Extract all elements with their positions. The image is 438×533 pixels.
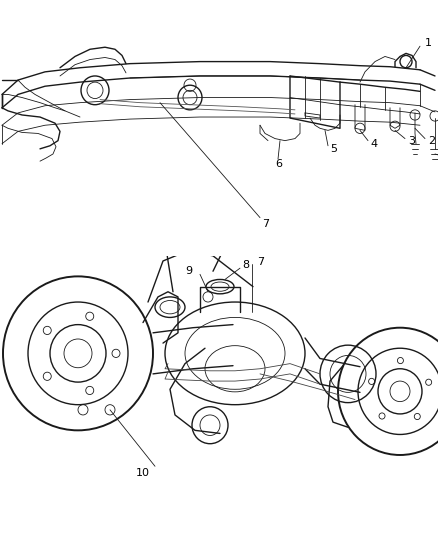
Text: 10: 10	[136, 469, 150, 479]
Text: 7: 7	[262, 219, 269, 229]
Text: 9: 9	[185, 266, 192, 276]
Text: 2: 2	[428, 135, 435, 146]
Text: 5: 5	[330, 144, 337, 154]
Text: 3: 3	[408, 135, 415, 146]
Text: 4: 4	[370, 139, 377, 149]
Text: 6: 6	[275, 159, 282, 169]
Text: 1: 1	[425, 38, 432, 48]
Text: 7: 7	[257, 257, 264, 267]
Text: 8: 8	[242, 260, 249, 270]
